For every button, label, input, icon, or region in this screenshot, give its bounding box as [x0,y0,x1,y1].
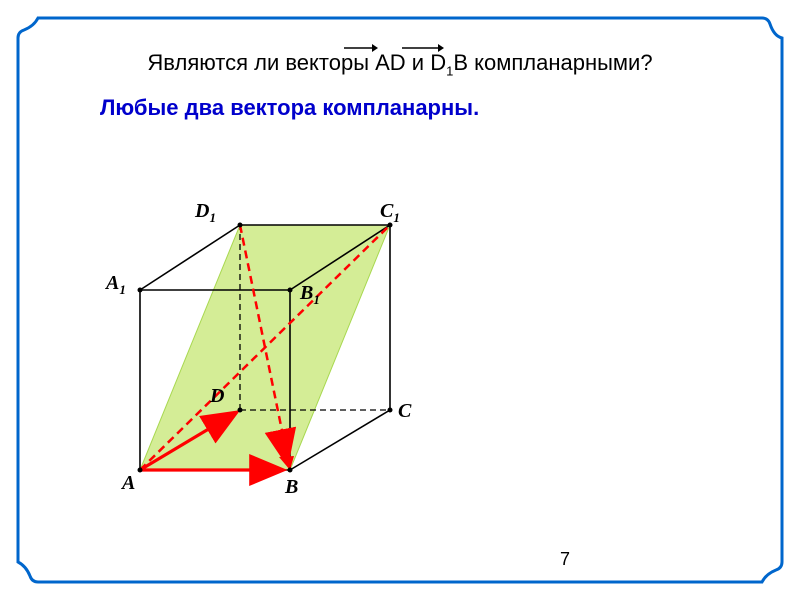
question-suffix: B компланарными? [453,50,652,75]
question-text: Являются ли векторы AD и D1B компланарны… [0,50,800,78]
label-a1: A1 [106,272,126,298]
label-b1: B1 [300,282,320,308]
answer-content: Любые два вектора компланарны. [100,95,479,120]
label-d1: D1 [195,200,216,226]
label-c1: C1 [380,200,400,226]
answer-text: Любые два вектора компланарны. [100,95,479,121]
label-a: A [122,472,135,495]
label-b: B [285,476,298,499]
cube-svg [80,160,480,560]
label-c: C [398,400,411,423]
question-prefix: Являются ли векторы AD и D [147,50,446,75]
label-d: D [210,385,224,408]
page-number: 7 [560,549,570,570]
cube-diagram: A B C D A1 B1 C1 D1 [80,160,480,560]
